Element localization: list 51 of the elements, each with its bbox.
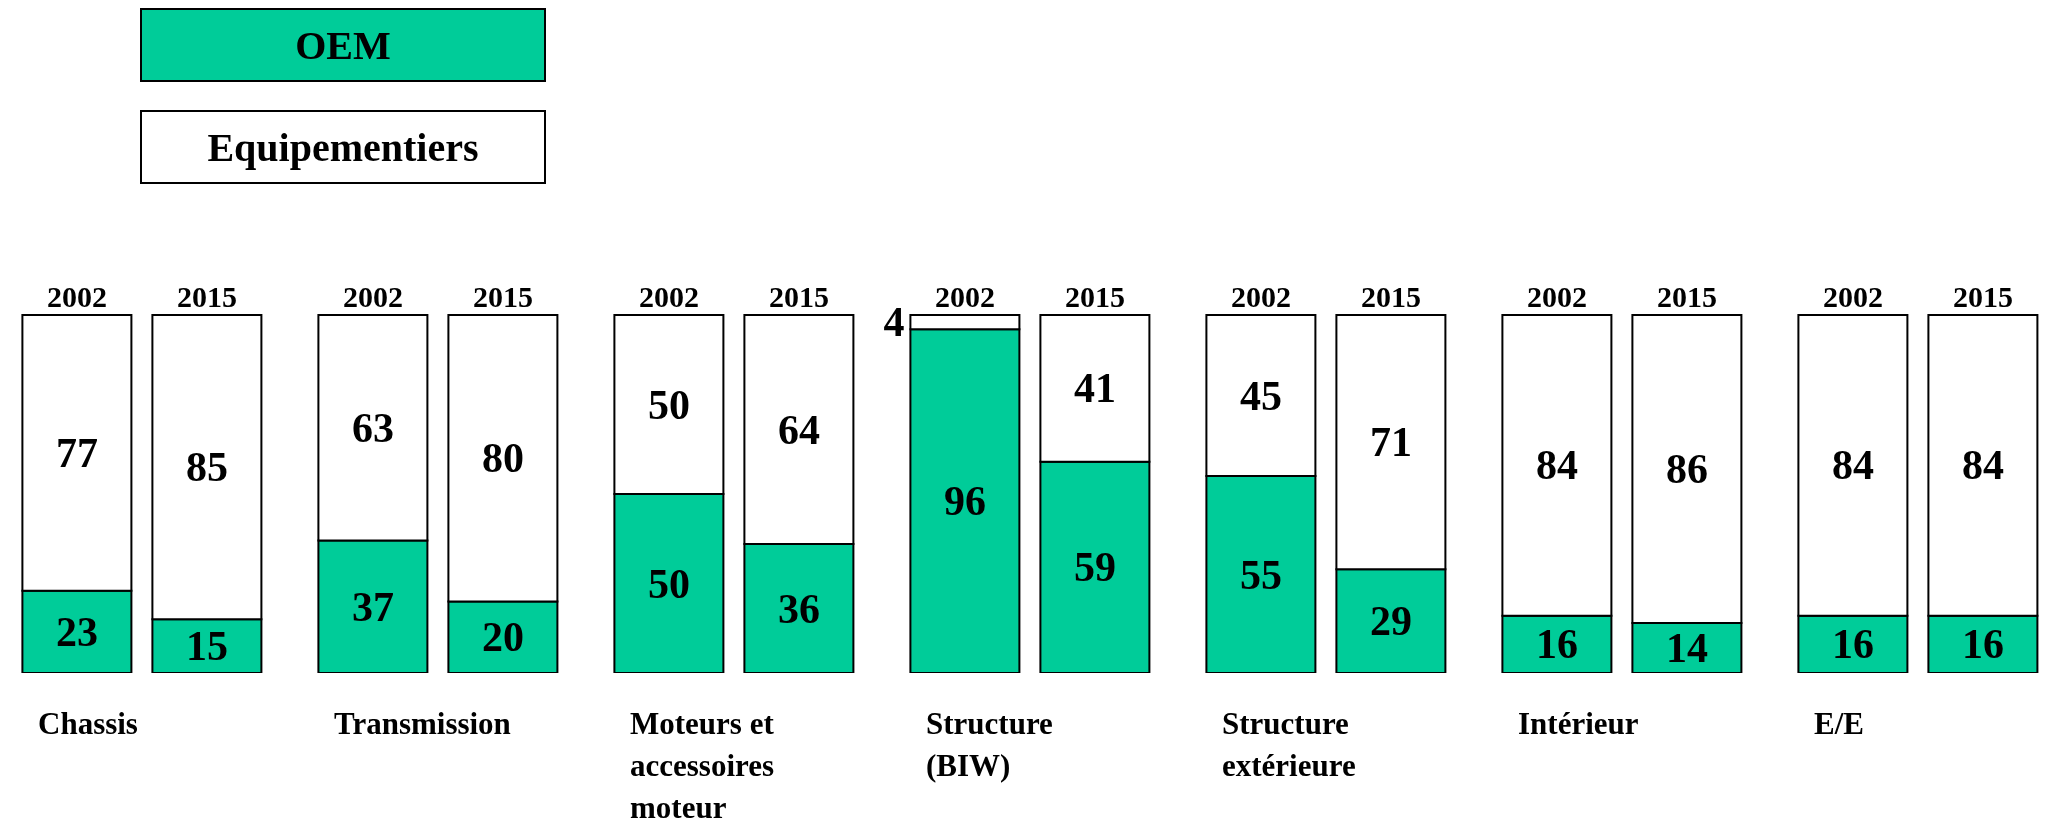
data-label: 41 bbox=[1073, 365, 1116, 412]
data-label: 16 bbox=[1535, 621, 1578, 668]
data-label: 84 bbox=[1961, 442, 2004, 489]
text: OEM bbox=[140, 8, 546, 82]
data-label: 16 bbox=[1961, 621, 2004, 668]
text: Chassis bbox=[38, 705, 139, 743]
text: Transmission bbox=[334, 705, 512, 743]
data-label: 84 bbox=[1831, 442, 1874, 489]
data-label: 96 bbox=[943, 478, 986, 525]
x-tick-label: 2015 bbox=[1657, 280, 1717, 313]
data-label: 80 bbox=[481, 435, 524, 482]
data-label: 20 bbox=[481, 614, 524, 661]
x-tick-label: 2002 bbox=[1527, 280, 1587, 313]
x-tick-label: 2015 bbox=[1065, 280, 1125, 313]
data-label: 55 bbox=[1239, 551, 1282, 598]
text: E/E bbox=[1814, 705, 1865, 743]
data-label: 29 bbox=[1369, 598, 1412, 645]
x-tick-label: 2015 bbox=[1361, 280, 1421, 313]
x-tick-label: 2002 bbox=[639, 280, 699, 313]
x-tick-label: 2002 bbox=[47, 280, 107, 313]
data-label: 77 bbox=[55, 429, 98, 476]
text: Equipementiers bbox=[140, 110, 546, 184]
x-tick-label: 2015 bbox=[769, 280, 829, 313]
data-label: 86 bbox=[1665, 445, 1708, 492]
x-tick-label: 2015 bbox=[177, 280, 237, 313]
data-label: 14 bbox=[1665, 624, 1708, 671]
text: Intérieur bbox=[1518, 705, 1640, 743]
data-label: 84 bbox=[1535, 442, 1578, 489]
x-tick-label: 2002 bbox=[343, 280, 403, 313]
text: Structure extérieure bbox=[1222, 705, 1357, 785]
data-label: 45 bbox=[1239, 372, 1282, 419]
data-label: 23 bbox=[55, 608, 98, 655]
data-label: 85 bbox=[185, 444, 228, 491]
x-tick-label: 2002 bbox=[1823, 280, 1883, 313]
x-tick-label: 2015 bbox=[1953, 280, 2013, 313]
x-tick-label: 2002 bbox=[935, 280, 995, 313]
text: Structure (BIW) bbox=[926, 705, 1054, 785]
text: Moteurs et accessoires moteur bbox=[630, 705, 776, 826]
data-label: 16 bbox=[1831, 621, 1874, 668]
data-label: 36 bbox=[777, 585, 820, 632]
data-label: 37 bbox=[351, 583, 394, 630]
x-tick-label: 2015 bbox=[473, 280, 533, 313]
data-label: 64 bbox=[777, 406, 820, 453]
data-label: 50 bbox=[647, 381, 690, 428]
x-tick-label: 2002 bbox=[1231, 280, 1291, 313]
data-label: 15 bbox=[185, 623, 228, 670]
data-label: 59 bbox=[1073, 544, 1116, 591]
data-label: 63 bbox=[351, 404, 394, 451]
data-label: 71 bbox=[1369, 419, 1412, 466]
data-label: 4 bbox=[883, 299, 905, 346]
data-label: 50 bbox=[647, 560, 690, 607]
